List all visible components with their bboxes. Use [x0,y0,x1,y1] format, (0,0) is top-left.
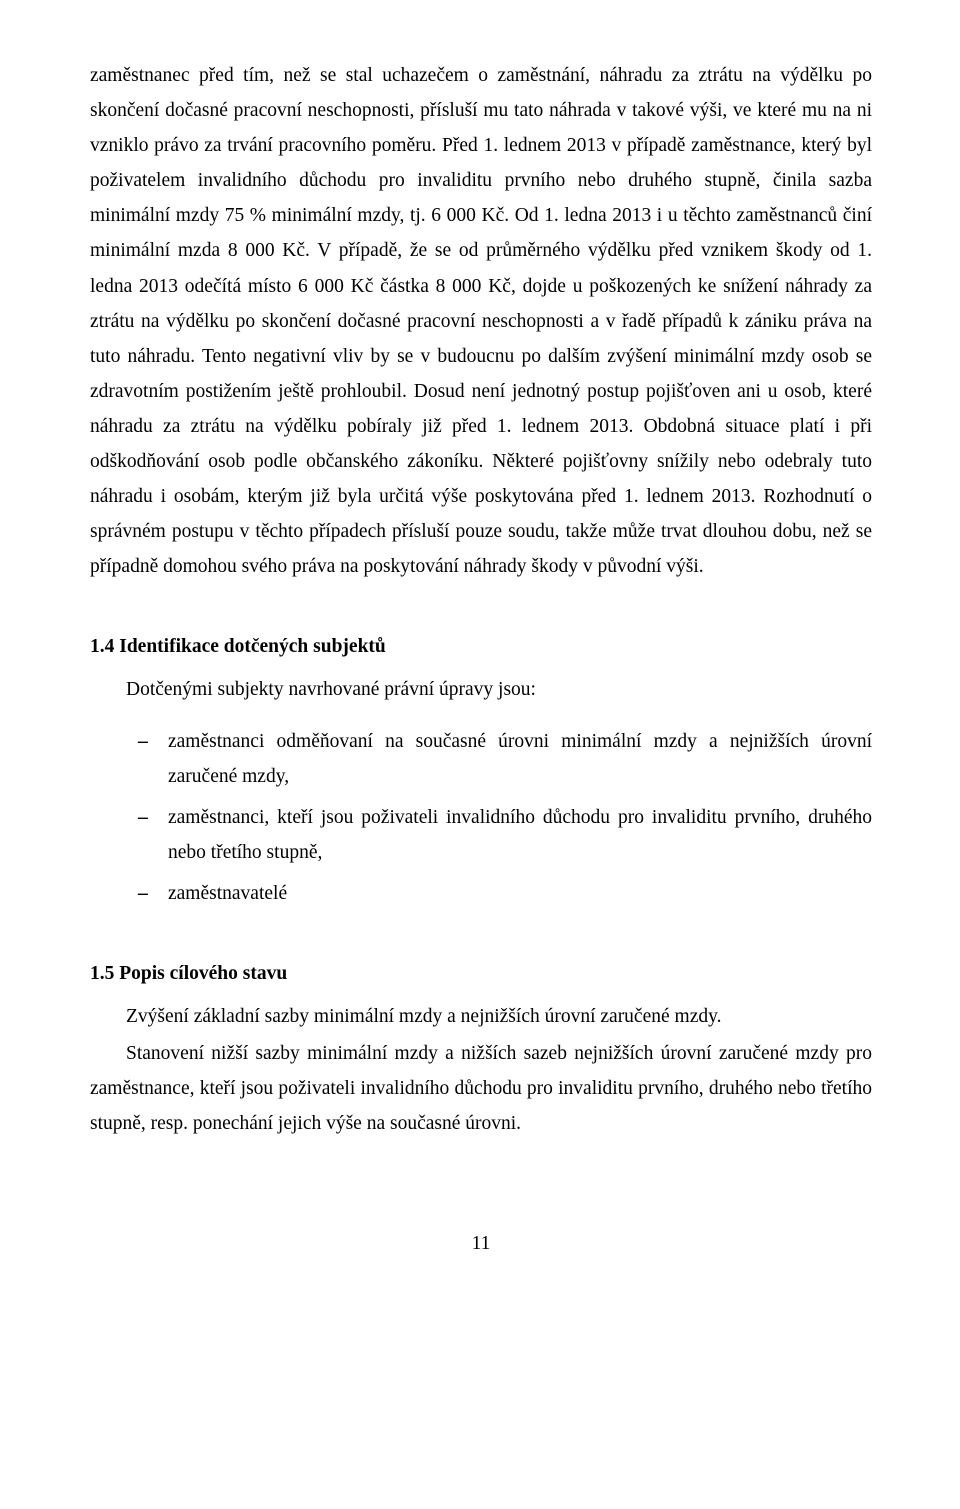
page-number: 11 [90,1233,872,1255]
section-1-4-intro: Dotčenými subjekty navrhované právní úpr… [126,672,872,707]
list-item: zaměstnavatelé [126,876,872,911]
section-heading-1-4: 1.4 Identifikace dotčených subjektů [90,636,872,658]
main-paragraph: zaměstnanec před tím, než se stal uchaze… [90,58,872,584]
list-item: zaměstnanci odměňovaní na současné úrovn… [126,724,872,794]
section-1-5-paragraph: Stanovení nižší sazby minimální mzdy a n… [90,1036,872,1141]
list-item: zaměstnanci, kteří jsou poživateli inval… [126,800,872,870]
section-1-5-intro: Zvýšení základní sazby minimální mzdy a … [126,999,872,1034]
bullet-list-1-4: zaměstnanci odměňovaní na současné úrovn… [126,724,872,911]
section-heading-1-5: 1.5 Popis cílového stavu [90,963,872,985]
